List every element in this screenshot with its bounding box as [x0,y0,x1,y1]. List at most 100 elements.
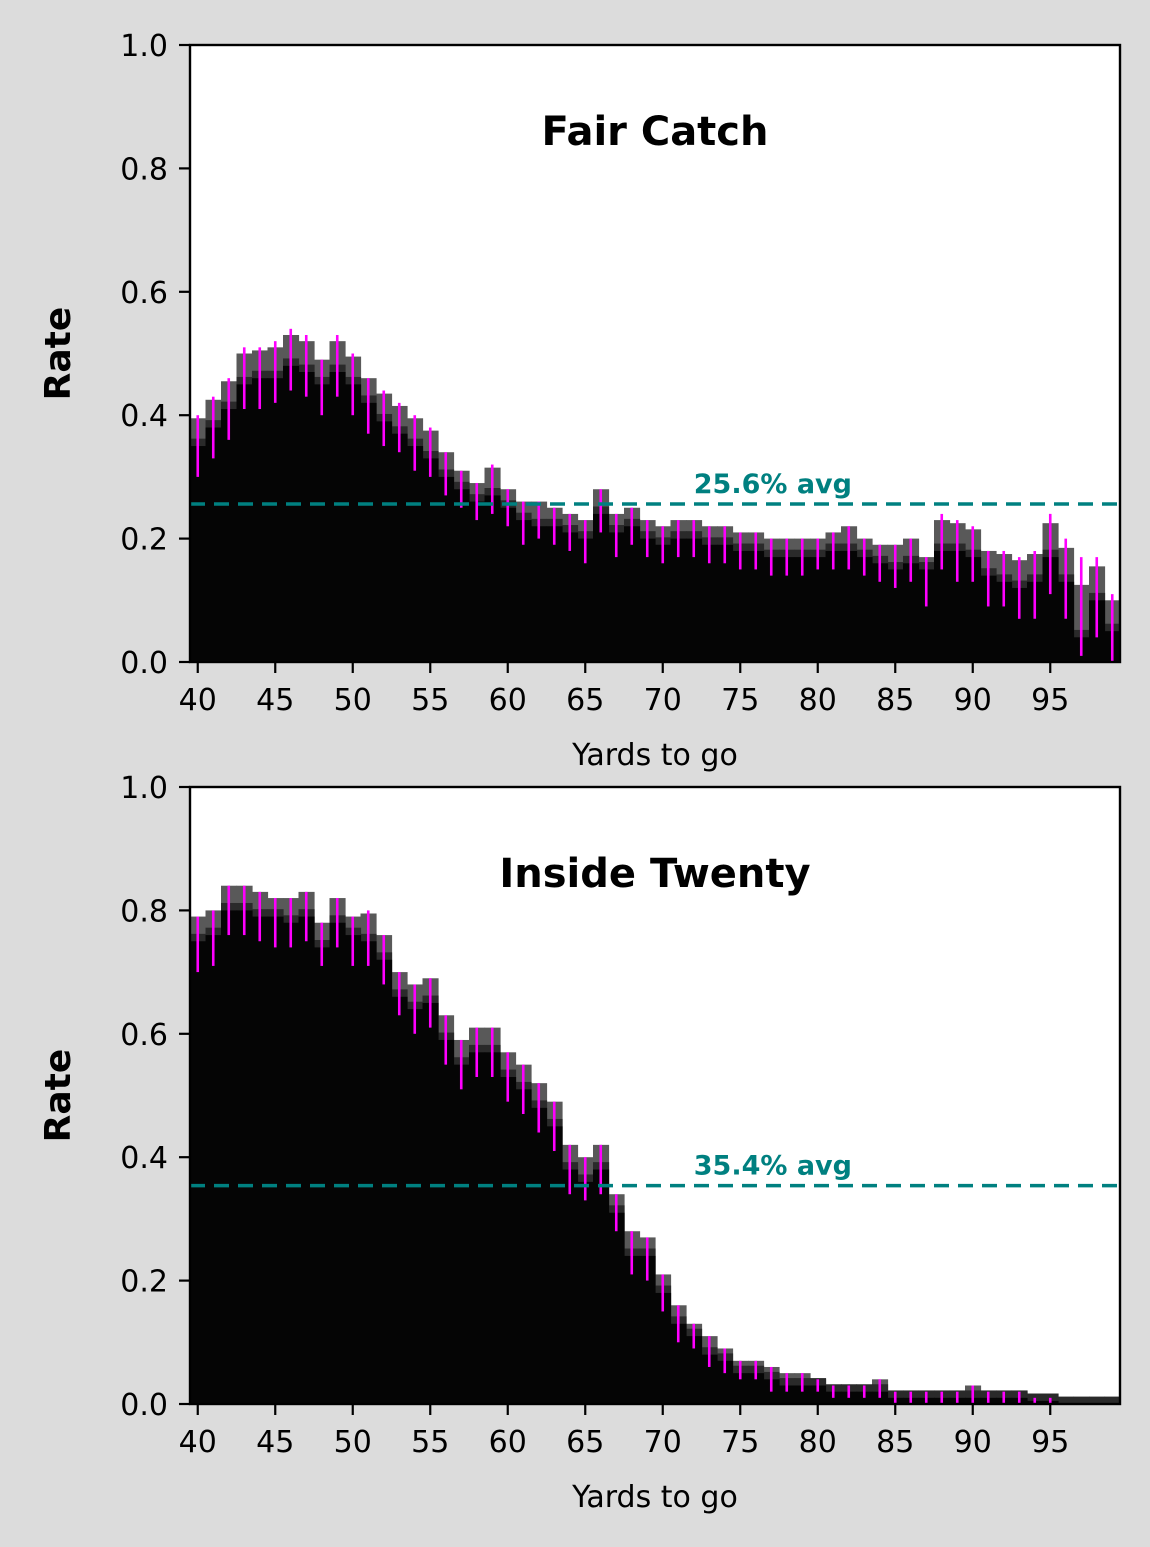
bar [732,1373,749,1404]
bar [345,384,362,662]
bar [872,1391,889,1404]
bar [856,557,873,662]
bar [205,427,222,662]
y-tick-label: 0.2 [120,523,168,558]
shadow-band [1058,1396,1075,1404]
x-tick-label: 95 [1031,683,1069,718]
bar [391,996,408,1404]
bar [1011,587,1028,662]
bar [221,409,238,662]
bar [748,1373,765,1404]
bar [376,421,393,662]
x-tick-label: 45 [256,683,294,718]
x-tick-label: 85 [876,683,914,718]
bar [593,513,610,662]
bar [500,1076,517,1404]
bar [329,922,346,1404]
bar [810,557,827,662]
bar [655,544,672,662]
bar [825,550,842,662]
x-tick-label: 50 [334,683,372,718]
y-tick-label: 0.2 [120,1265,168,1300]
bar [825,1391,842,1404]
bar [283,922,300,1404]
x-tick-label: 60 [489,683,527,718]
average-label: 35.4% avg [694,1151,852,1182]
bar [422,458,439,662]
bar [190,446,207,662]
x-tick-label: 55 [411,1425,449,1460]
bar [329,372,346,662]
bar [934,550,951,662]
bar [453,1064,470,1404]
bar [531,526,548,662]
bar [779,557,796,662]
x-tick-label: 70 [644,683,682,718]
bar [810,1385,827,1404]
bar [794,557,811,662]
bar [655,1292,672,1404]
bar [236,910,253,1404]
bar [872,563,889,662]
x-tick-label: 40 [179,683,217,718]
bar [717,544,734,662]
x-tick-label: 65 [566,1425,604,1460]
bar [252,916,269,1404]
bar [949,550,966,662]
y-tick-label: 0.6 [120,1018,168,1053]
bar [577,538,594,662]
bar [267,916,284,1404]
bar [283,365,300,662]
x-tick-label: 60 [489,1425,527,1460]
bar [515,520,532,662]
bar [500,507,517,662]
bar [438,1039,455,1404]
x-tick-label: 70 [644,1425,682,1460]
shadow-band [1104,1396,1121,1404]
inside-twenty-panel: 35.4% avg Inside Twenty 0.0 0.2 0.4 0.6 0.8 1.0… [38,771,1122,1515]
bar [763,557,780,662]
bar [205,935,222,1404]
x-tick-label: 75 [721,1425,759,1460]
x-tick-label: 55 [411,683,449,718]
y-axis-label: Rate [38,1049,79,1143]
x-tick-label: 90 [954,1425,992,1460]
x-tick-label: 80 [799,1425,837,1460]
bar [593,1169,610,1404]
bar [236,384,253,662]
bar [670,1323,687,1404]
bar [484,1052,501,1404]
bar [996,581,1013,662]
bar [624,526,641,662]
bar [624,1255,641,1404]
x-tick-label: 90 [954,683,992,718]
x-axis-label: Yards to go [571,738,738,773]
panel-title: Inside Twenty [499,851,810,897]
x-axis-label: Yards to go [571,1480,738,1515]
bar [1027,581,1044,662]
bar [314,384,331,662]
bar [670,538,687,662]
bar [1042,557,1059,662]
bar [221,910,238,1404]
bar [903,563,920,662]
bar [748,550,765,662]
y-tick-label: 0.4 [120,399,168,434]
shadow-band [1073,1396,1090,1404]
axes-frame [188,785,1122,1406]
x-tick-label: 65 [566,683,604,718]
bar [190,941,207,1404]
panel-title: Fair Catch [542,109,769,155]
bar [980,575,997,662]
bar [391,433,408,662]
y-tick-label: 0.4 [120,1141,168,1176]
fair-catch-panel: 25.6% avg Fair Catch 0.0 0.2 0.4 0.6 0.8 1.0 40 4… [38,29,1122,773]
bar [422,1002,439,1404]
bar [298,916,315,1404]
y-tick-label: 1.0 [120,29,168,64]
x-tick-label: 45 [256,1425,294,1460]
bar [686,538,703,662]
bar [918,569,935,662]
bar [314,947,331,1404]
